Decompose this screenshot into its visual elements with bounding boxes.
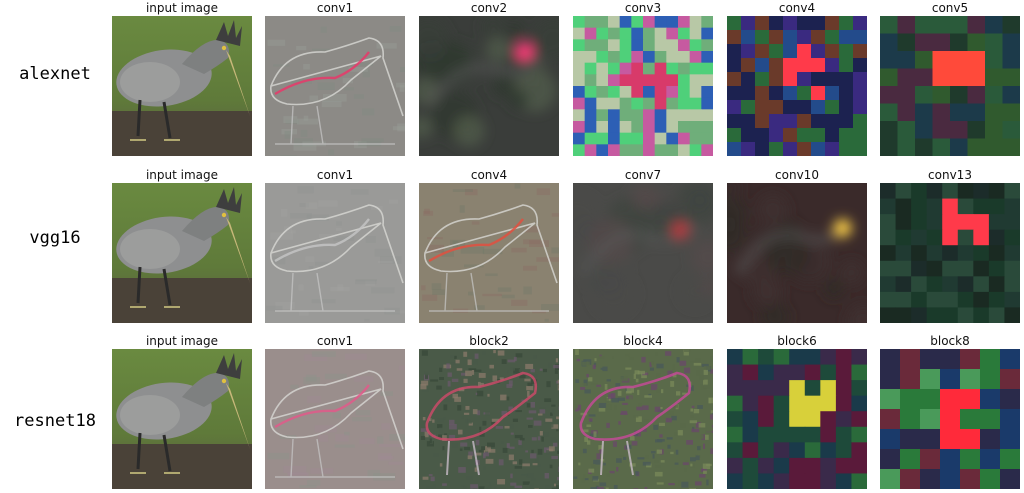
- model-row-resnet18: resnet18 input image conv1 block2 block4 blo…: [0, 333, 1024, 493]
- panel-block2: block2: [419, 333, 559, 489]
- model-row-vgg16: vgg16 input image conv1 conv4 conv7 conv10 co…: [0, 167, 1024, 327]
- feature-map: [265, 183, 405, 323]
- panel-conv5: conv5: [880, 0, 1020, 156]
- row-label: vgg16: [29, 228, 81, 248]
- input-image: [112, 349, 252, 489]
- panel-conv3: conv3: [573, 0, 713, 156]
- panel-title: conv7: [624, 168, 662, 182]
- feature-map: [265, 16, 405, 156]
- panel-title: conv1: [316, 1, 354, 15]
- feature-map: [880, 183, 1020, 323]
- panel-title: block8: [930, 334, 970, 348]
- model-row-alexnet: alexnet input image conv1 conv2 conv3 conv4 c…: [0, 0, 1024, 160]
- feature-map: [727, 183, 867, 323]
- row-label: alexnet: [19, 64, 91, 84]
- panel-title: input image: [145, 168, 219, 182]
- panel-block6: block6: [727, 333, 867, 489]
- feature-map: [419, 349, 559, 489]
- panel-title: conv1: [316, 334, 354, 348]
- panel-title: input image: [145, 334, 219, 348]
- panel-conv7: conv7: [573, 167, 713, 323]
- panel-title: block6: [777, 334, 817, 348]
- panel-title: conv1: [316, 168, 354, 182]
- panel-conv1: conv1: [265, 0, 405, 156]
- panel-title: conv4: [778, 1, 816, 15]
- panel-conv10: conv10: [727, 167, 867, 323]
- input-image: [112, 183, 252, 323]
- feature-map: [419, 16, 559, 156]
- feature-map: [573, 349, 713, 489]
- feature-map: [880, 349, 1020, 489]
- panel-input-image: input image: [112, 0, 252, 156]
- feature-map: [265, 349, 405, 489]
- panel-conv1: conv1: [265, 167, 405, 323]
- panel-title: conv3: [624, 1, 662, 15]
- panel-conv4: conv4: [727, 0, 867, 156]
- input-image: [112, 16, 252, 156]
- panel-block4: block4: [573, 333, 713, 489]
- feature-map: [419, 183, 559, 323]
- panel-title: input image: [145, 1, 219, 15]
- panel-title: conv5: [931, 1, 969, 15]
- feature-map: [727, 349, 867, 489]
- feature-map: [573, 183, 713, 323]
- panel-title: conv13: [928, 168, 972, 182]
- row-label: resnet18: [14, 411, 96, 431]
- panel-input-image: input image: [112, 167, 252, 323]
- panel-conv4: conv4: [419, 167, 559, 323]
- panel-conv2: conv2: [419, 0, 559, 156]
- panel-conv13: conv13: [880, 167, 1020, 323]
- panel-title: conv2: [470, 1, 508, 15]
- feature-map: [880, 16, 1020, 156]
- panel-block8: block8: [880, 333, 1020, 489]
- feature-map: [727, 16, 867, 156]
- panel-conv1: conv1: [265, 333, 405, 489]
- panel-title: conv10: [775, 168, 819, 182]
- panel-input-image: input image: [112, 333, 252, 489]
- panel-title: block4: [623, 334, 663, 348]
- feature-map: [573, 16, 713, 156]
- panel-title: conv4: [470, 168, 508, 182]
- panel-title: block2: [469, 334, 509, 348]
